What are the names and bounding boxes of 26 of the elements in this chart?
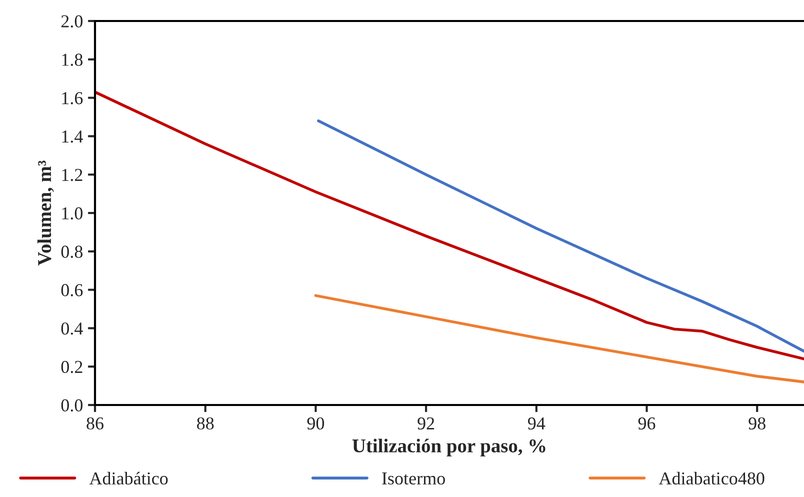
x-tick-label: 94 xyxy=(528,417,546,430)
y-tick-label: 2.0 xyxy=(61,15,83,28)
y-tick-label: 1.4 xyxy=(62,130,83,143)
y-tick-label: 1.2 xyxy=(62,168,82,182)
y-tick-label: 0.0 xyxy=(61,399,83,412)
y-tick-label: 0.6 xyxy=(61,284,83,296)
y-tick-label: 1.0 xyxy=(62,207,83,220)
y-tick-label: 1.8 xyxy=(62,54,83,66)
line-series xyxy=(317,119,804,353)
x-tick-label: 92 xyxy=(418,417,434,430)
y-tick-label: 0.8 xyxy=(61,246,83,258)
x-tick-label: 98 xyxy=(748,417,766,430)
y-tick-label: 0.4 xyxy=(61,322,83,335)
y-tick-label: 0.2 xyxy=(61,360,82,374)
legend-label: Isotermo xyxy=(382,472,445,485)
x-tick-label: 88 xyxy=(197,417,214,430)
y-axis-title: Volumen, m³ xyxy=(37,160,54,266)
y-tick-label: 1.6 xyxy=(62,92,83,104)
legend-label: Adiabático xyxy=(89,472,168,485)
x-tick-label: 86 xyxy=(86,417,104,430)
legend-label: Adiabatico480 xyxy=(658,472,764,485)
x-tick-label: 96 xyxy=(638,417,656,430)
line-series xyxy=(95,90,804,360)
x-tick-label: 90 xyxy=(307,417,324,430)
x-axis-title: Utilización por paso, % xyxy=(352,438,546,456)
line-series xyxy=(314,294,804,384)
